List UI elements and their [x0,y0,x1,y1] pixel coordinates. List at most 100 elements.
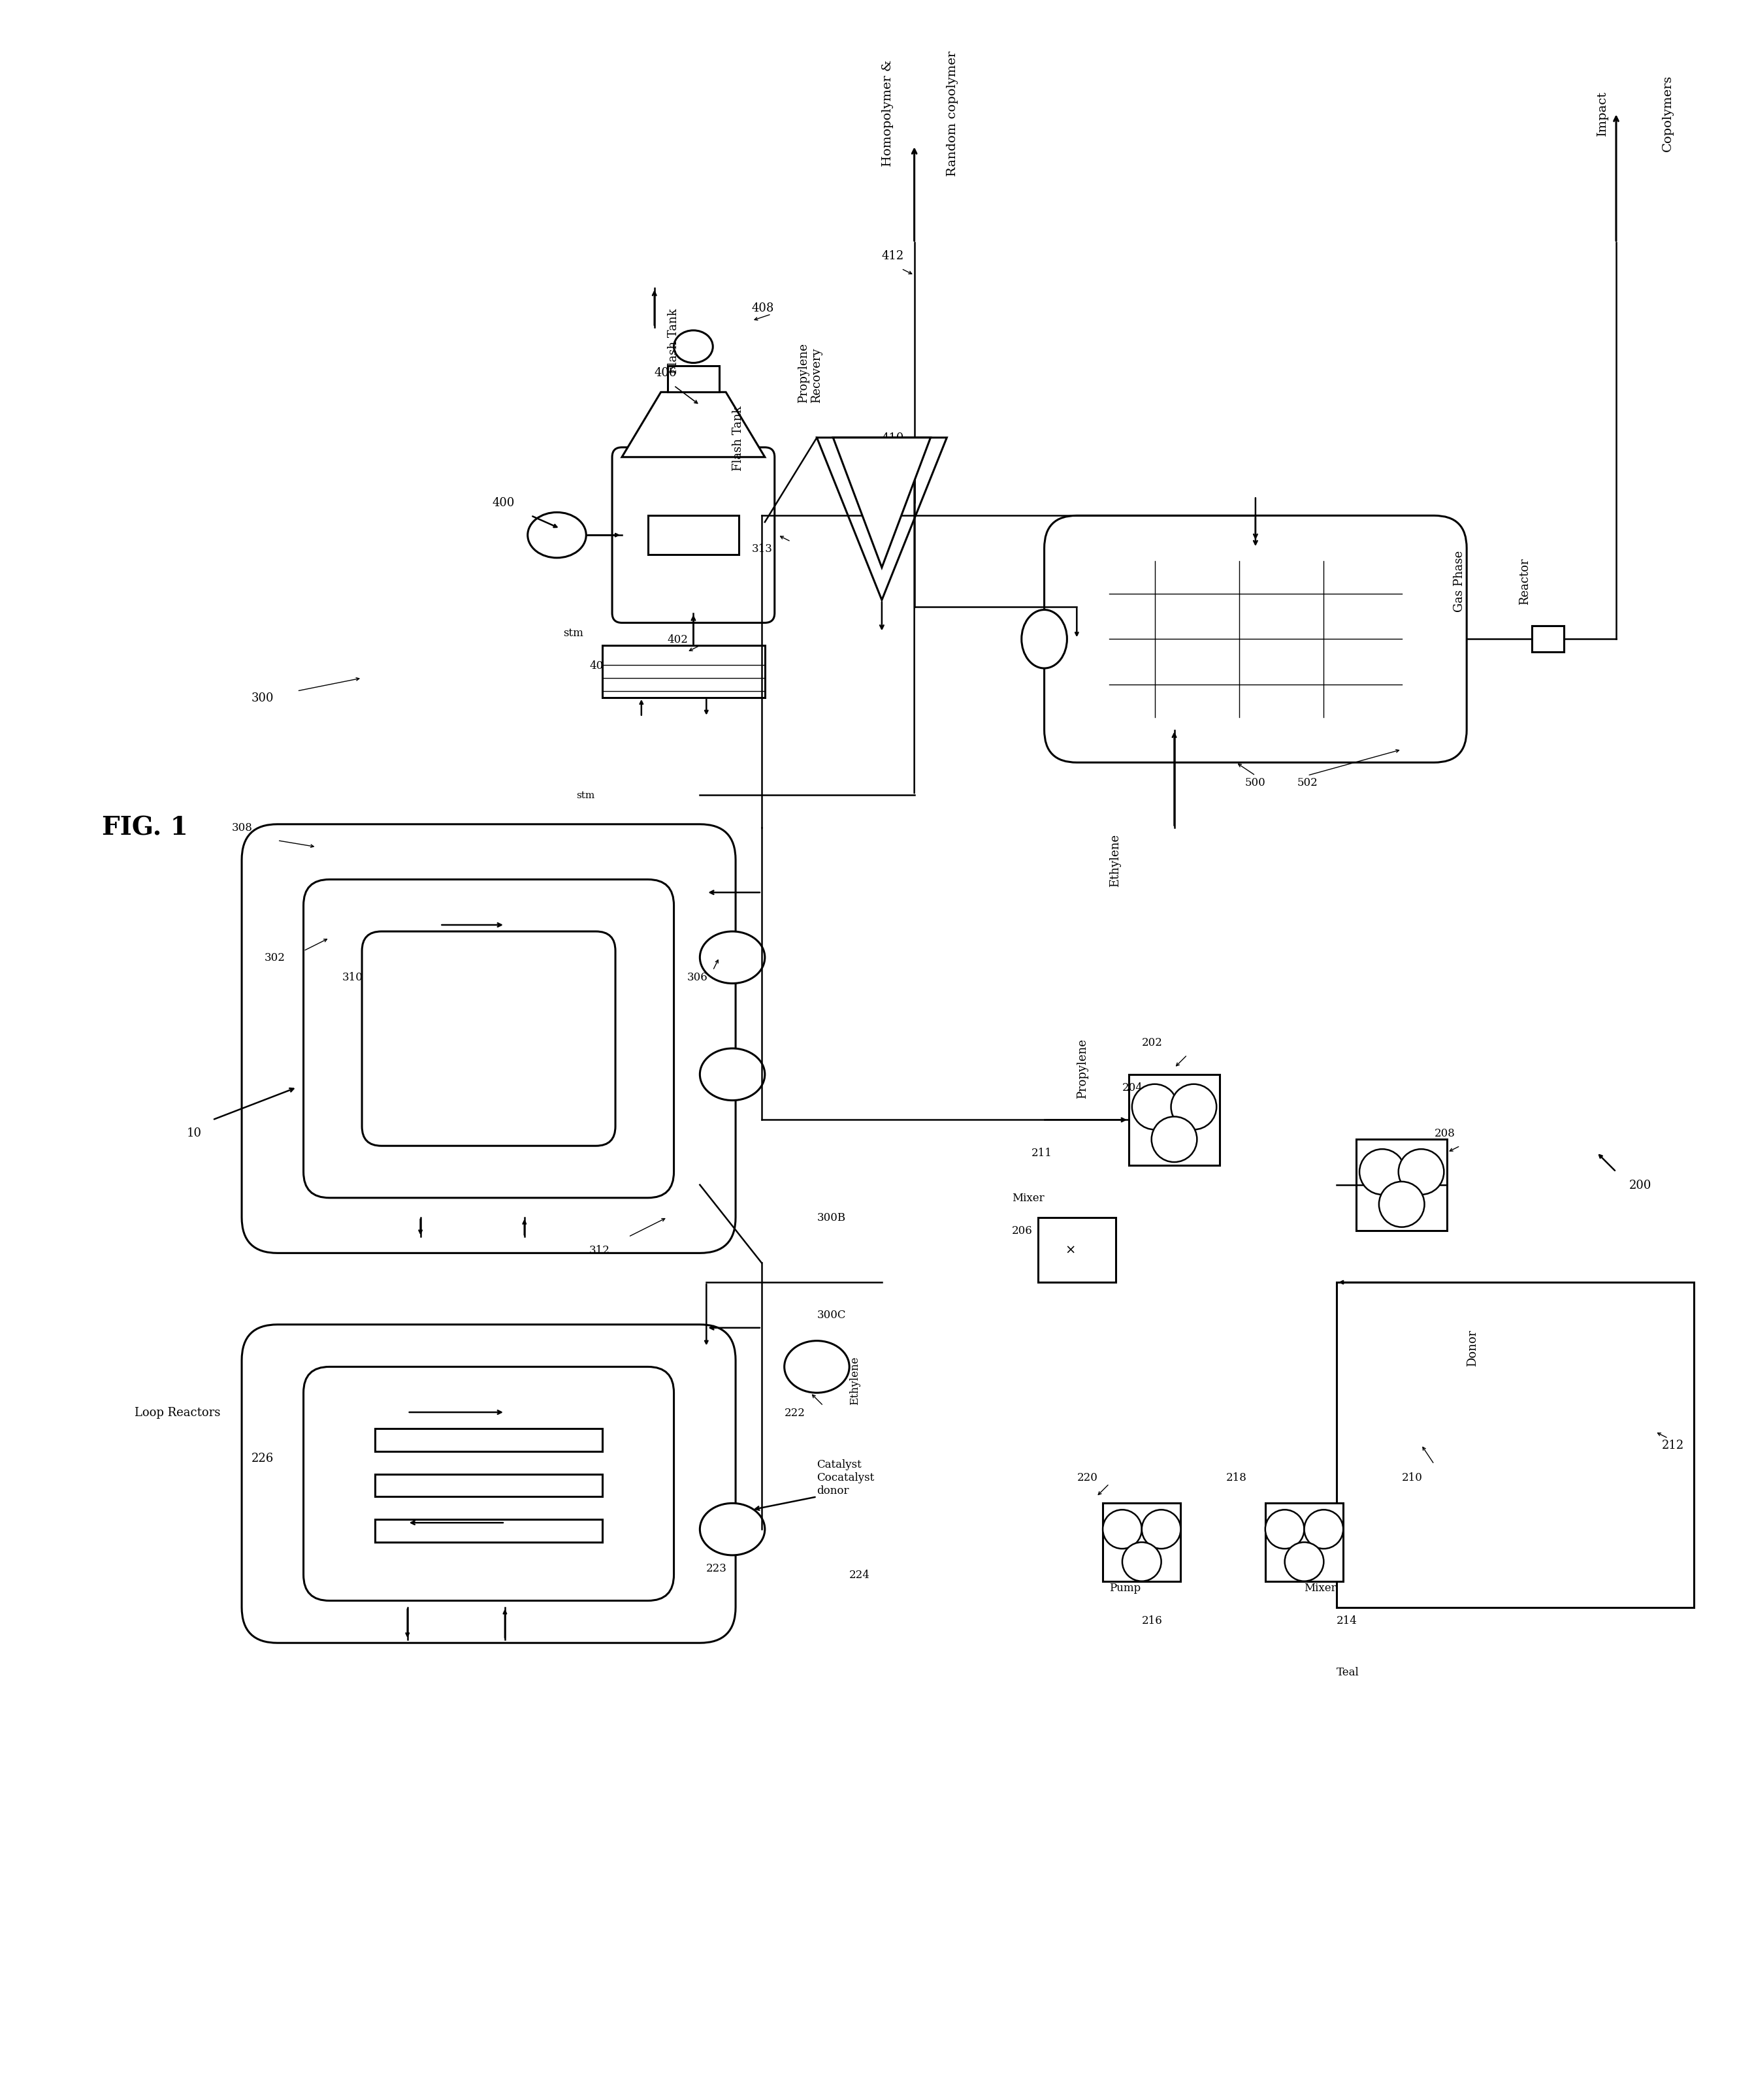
Bar [603,647,764,697]
Bar [1037,1218,1115,1283]
Text: 211: 211 [1032,1147,1053,1159]
Text: 223: 223 [707,1562,728,1573]
Ellipse shape [700,1048,764,1100]
Text: 412: 412 [882,250,905,262]
Text: Loop Reactors: Loop Reactors [134,1407,221,1418]
Circle shape [1141,1510,1181,1550]
Bar [420,958,570,983]
Text: 310: 310 [342,972,363,983]
Text: Pump: Pump [1110,1581,1141,1594]
Text: 214: 214 [1337,1615,1358,1625]
Text: 216: 216 [1141,1615,1162,1625]
Text: Ethylene: Ethylene [849,1357,860,1405]
Text: 300B: 300B [816,1212,846,1222]
FancyBboxPatch shape [241,825,735,1254]
Text: 202: 202 [1141,1037,1162,1048]
FancyBboxPatch shape [1044,517,1466,762]
Ellipse shape [700,932,764,983]
Text: 10: 10 [186,1128,201,1138]
Bar [1532,626,1563,653]
Text: ×: × [1065,1243,1075,1256]
Text: 302: 302 [264,951,285,964]
Bar [420,1010,570,1035]
Circle shape [1398,1149,1443,1195]
Ellipse shape [785,1342,849,1392]
Text: 306: 306 [686,972,707,983]
Circle shape [1171,1084,1216,1130]
Text: Catalyst
Cocatalyst
donor: Catalyst Cocatalyst donor [816,1459,874,1495]
Bar [1357,1140,1447,1231]
Text: 308: 308 [233,823,254,834]
Bar [375,1428,603,1451]
Bar [1265,1504,1343,1581]
FancyBboxPatch shape [611,447,775,624]
Text: 500: 500 [1245,777,1266,788]
Text: 204: 204 [1122,1082,1143,1094]
Ellipse shape [674,332,712,363]
Text: Propylene: Propylene [1077,1037,1089,1098]
Circle shape [1103,1510,1141,1550]
Bar [420,1063,570,1088]
Text: 313: 313 [752,544,773,554]
Text: 218: 218 [1226,1472,1247,1483]
Text: 206: 206 [1011,1224,1032,1237]
Text: 408: 408 [752,302,775,315]
Text: 402: 402 [667,634,688,645]
Text: Flash Tank: Flash Tank [733,405,743,470]
Text: stm: stm [577,792,594,800]
Text: Reactor: Reactor [1518,559,1530,605]
FancyBboxPatch shape [361,932,615,1147]
Ellipse shape [528,512,585,559]
Text: 312: 312 [589,1245,610,1256]
Text: Propylene
Recovery: Propylene Recovery [797,342,823,403]
Polygon shape [834,439,931,567]
Bar [667,368,719,393]
Bar [1337,1283,1694,1606]
Circle shape [1360,1149,1405,1195]
Ellipse shape [700,1504,764,1556]
FancyBboxPatch shape [241,1325,735,1642]
Text: Gas Phase: Gas Phase [1454,550,1466,611]
Text: Homopolymer &: Homopolymer & [882,61,893,166]
Text: 220: 220 [1077,1472,1098,1483]
Text: 304: 304 [394,1016,415,1029]
Bar [648,517,738,554]
Text: Copolymers: Copolymers [1662,76,1673,151]
Text: 208: 208 [1435,1128,1456,1138]
Text: FIG. 1: FIG. 1 [102,815,188,840]
Text: 404: 404 [589,659,610,672]
FancyBboxPatch shape [304,1367,674,1600]
Circle shape [1304,1510,1343,1550]
Text: 222: 222 [785,1407,806,1418]
Text: stm: stm [563,628,584,638]
Text: Donor: Donor [1466,1329,1478,1365]
Text: 200: 200 [1629,1180,1652,1191]
Circle shape [1122,1541,1162,1581]
Bar [1532,626,1563,653]
Text: Mixer: Mixer [1304,1581,1337,1594]
Circle shape [1379,1182,1424,1226]
Text: Flash Tank: Flash Tank [667,309,679,374]
Text: 224: 224 [849,1569,870,1581]
Polygon shape [816,439,947,601]
Text: 226: 226 [252,1451,274,1464]
Text: Impact: Impact [1596,90,1608,136]
Text: 406: 406 [655,368,677,378]
Text: Random copolymer: Random copolymer [947,50,959,176]
Text: Ethylene: Ethylene [1110,834,1120,886]
Circle shape [1133,1084,1178,1130]
Text: Teal: Teal [1337,1667,1360,1678]
Text: 400: 400 [492,498,514,508]
Text: 300: 300 [252,693,274,704]
Text: 502: 502 [1298,777,1318,788]
FancyBboxPatch shape [304,880,674,1199]
Bar [375,1474,603,1497]
Text: 212: 212 [1662,1438,1683,1451]
Text: 300C: 300C [816,1310,846,1321]
Text: 210: 210 [1402,1472,1423,1483]
Text: Mixer: Mixer [1011,1193,1044,1203]
Ellipse shape [1021,611,1067,668]
Circle shape [1285,1541,1324,1581]
Polygon shape [622,393,764,458]
Bar [1103,1504,1181,1581]
